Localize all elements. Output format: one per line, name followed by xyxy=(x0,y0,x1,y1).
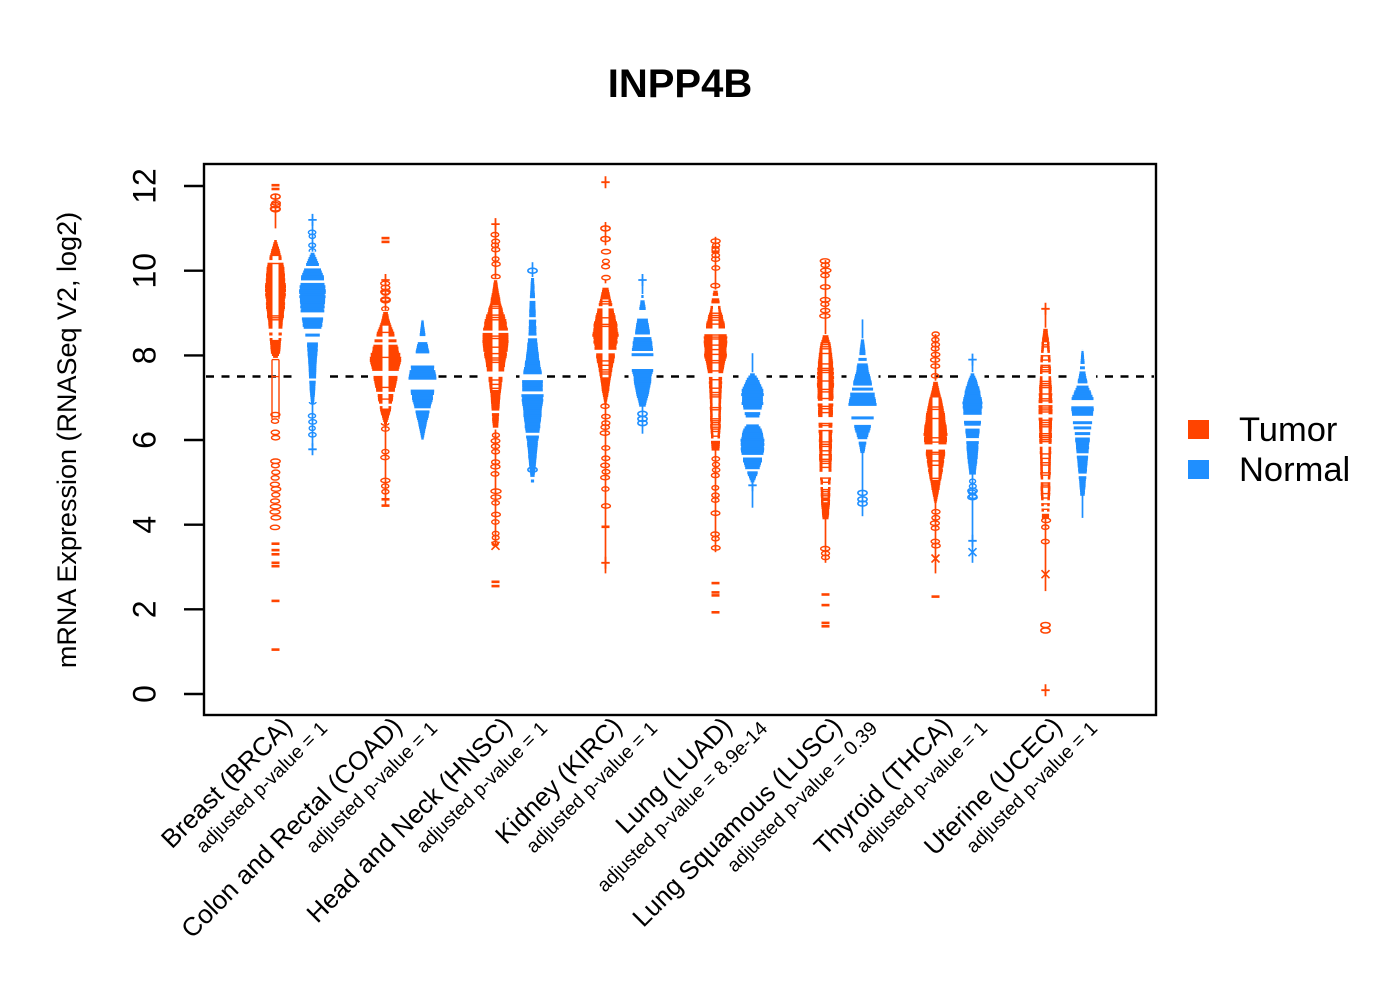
svg-text:Tumor: Tumor xyxy=(1239,411,1337,449)
svg-text:10: 10 xyxy=(127,253,163,289)
svg-text:4: 4 xyxy=(127,516,163,534)
svg-text:Normal: Normal xyxy=(1239,451,1350,489)
svg-text:12: 12 xyxy=(127,168,163,204)
svg-text:6: 6 xyxy=(127,431,163,449)
svg-text:8: 8 xyxy=(127,347,163,365)
svg-text:0: 0 xyxy=(127,685,163,703)
svg-text:mRNA Expression (RNASeq V2, lo: mRNA Expression (RNASeq V2, log2) xyxy=(52,212,82,668)
svg-text:2: 2 xyxy=(127,600,163,618)
svg-text:INPP4B: INPP4B xyxy=(608,62,753,106)
